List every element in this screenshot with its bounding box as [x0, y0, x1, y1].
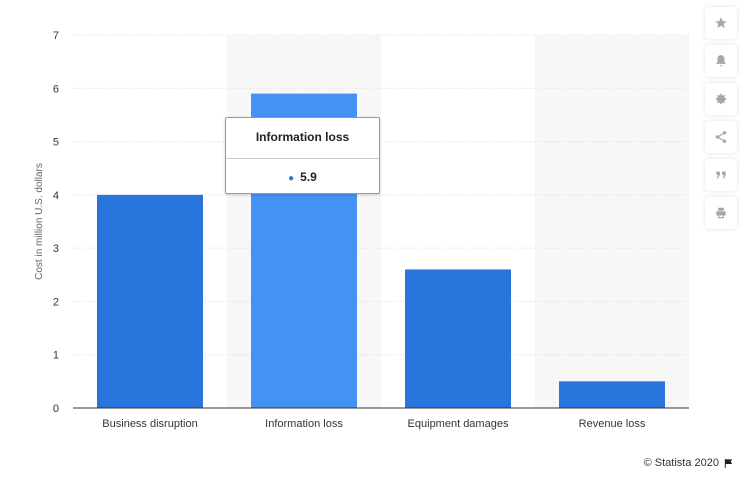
hover-band: [535, 35, 689, 408]
x-tick-label: Information loss: [265, 418, 343, 430]
print-icon: [716, 207, 726, 219]
bar: [559, 381, 665, 408]
y-tick-label: 3: [53, 243, 59, 255]
series-dot-icon: ●: [288, 173, 295, 184]
x-tick-label: Equipment damages: [408, 418, 509, 430]
tooltip-body: ● 5.9: [226, 159, 379, 195]
favorite-button[interactable]: [705, 7, 737, 39]
x-tick-label: Business disruption: [102, 418, 197, 430]
y-tick-label: 5: [53, 137, 59, 149]
y-tick-label: 0: [53, 403, 59, 415]
settings-button[interactable]: [705, 83, 737, 115]
tooltip-title: Information loss: [226, 118, 379, 159]
y-tick-label: 7: [53, 30, 59, 42]
quote-icon: [716, 171, 726, 179]
gear-icon: [715, 93, 727, 105]
share-button[interactable]: [705, 121, 737, 153]
bar: [405, 269, 511, 408]
flag-icon: [724, 458, 733, 468]
print-button[interactable]: [705, 197, 737, 229]
y-tick-label: 6: [53, 83, 59, 95]
x-tick-label: Revenue loss: [579, 418, 646, 430]
statista-credit[interactable]: © Statista 2020: [644, 457, 734, 469]
notification-button[interactable]: [705, 45, 737, 77]
bell-icon: [716, 55, 726, 67]
tooltip-value: 5.9: [300, 170, 317, 184]
share-icon: [715, 131, 727, 143]
y-tick-label: 2: [53, 296, 59, 308]
chart-tooltip: Information loss ● 5.9: [225, 117, 380, 194]
cite-button[interactable]: [705, 159, 737, 191]
y-tick-label: 4: [53, 190, 59, 202]
chart-toolbar: [705, 7, 739, 229]
y-axis-label: Cost in million U.S. dollars: [34, 163, 45, 280]
star-icon: [715, 17, 727, 29]
bar: [97, 194, 203, 408]
credit-text: © Statista 2020: [643, 457, 719, 469]
y-tick-label: 1: [53, 350, 59, 362]
